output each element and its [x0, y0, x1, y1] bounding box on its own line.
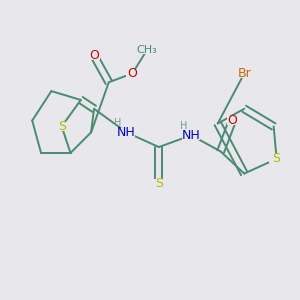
FancyBboxPatch shape — [236, 69, 253, 78]
FancyBboxPatch shape — [54, 122, 69, 131]
FancyBboxPatch shape — [269, 154, 284, 163]
FancyBboxPatch shape — [88, 51, 100, 60]
Text: O: O — [128, 67, 137, 80]
FancyBboxPatch shape — [152, 179, 166, 188]
Text: NH: NH — [182, 129, 201, 142]
Text: H: H — [180, 122, 188, 131]
Text: NH: NH — [117, 126, 136, 139]
FancyBboxPatch shape — [126, 69, 138, 78]
Text: O: O — [89, 49, 99, 62]
Text: O: O — [227, 114, 237, 127]
Text: S: S — [273, 152, 280, 165]
FancyBboxPatch shape — [137, 46, 158, 54]
Text: H: H — [114, 118, 121, 128]
FancyBboxPatch shape — [226, 116, 238, 125]
FancyBboxPatch shape — [182, 131, 200, 140]
FancyBboxPatch shape — [118, 128, 135, 137]
Text: CH₃: CH₃ — [137, 45, 158, 55]
Text: S: S — [58, 120, 66, 133]
Text: Br: Br — [237, 67, 251, 80]
Text: S: S — [155, 177, 163, 190]
